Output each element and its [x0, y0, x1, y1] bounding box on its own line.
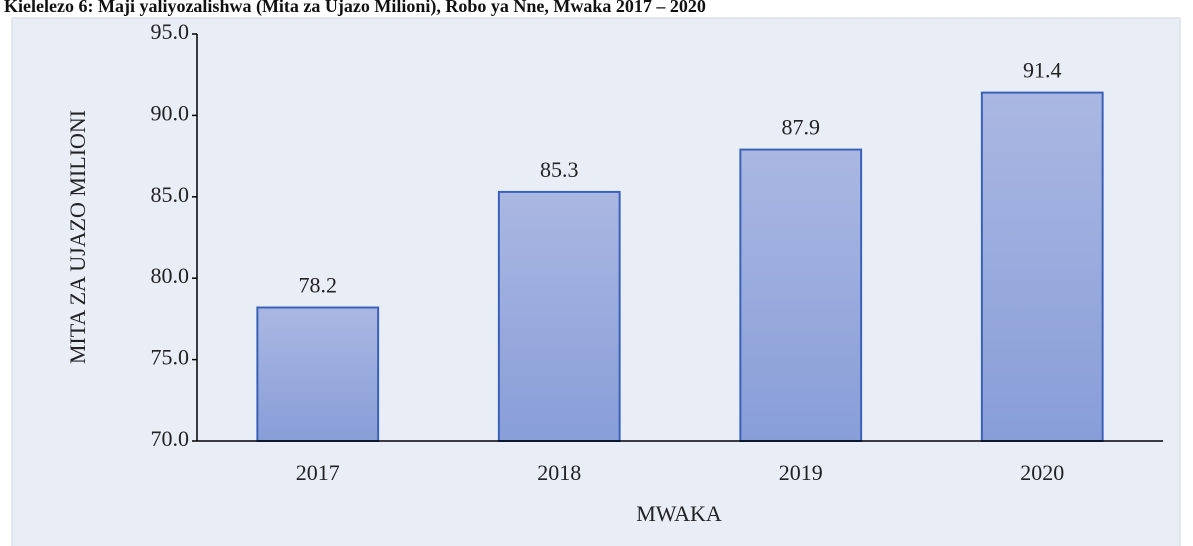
data-label: 78.2 [299, 273, 338, 298]
chart-title: Kielelezo 6: Maji yaliyozalishwa (Mita z… [4, 0, 706, 17]
data-label: 85.3 [540, 157, 579, 182]
y-tick-label: 75.0 [151, 345, 190, 370]
bar [739, 148, 863, 442]
y-tick-label: 85.0 [151, 182, 190, 207]
y-axis-label: MITA ZA UJAZO MILIONI [65, 110, 90, 364]
bar [980, 91, 1104, 442]
bar [497, 190, 621, 442]
data-label: 91.4 [1023, 58, 1062, 83]
y-tick-label: 80.0 [151, 263, 190, 288]
y-tick-label: 70.0 [151, 426, 190, 451]
bar [256, 306, 380, 442]
x-tick-label: 2019 [779, 460, 823, 485]
x-tick-label: 2018 [537, 460, 581, 485]
y-tick-label: 95.0 [151, 19, 190, 44]
data-label: 87.9 [782, 115, 821, 140]
x-tick-label: 2020 [1020, 460, 1064, 485]
y-tick-label: 90.0 [151, 100, 190, 125]
x-axis-label: MWAKA [636, 501, 722, 526]
x-tick-label: 2017 [296, 460, 340, 485]
